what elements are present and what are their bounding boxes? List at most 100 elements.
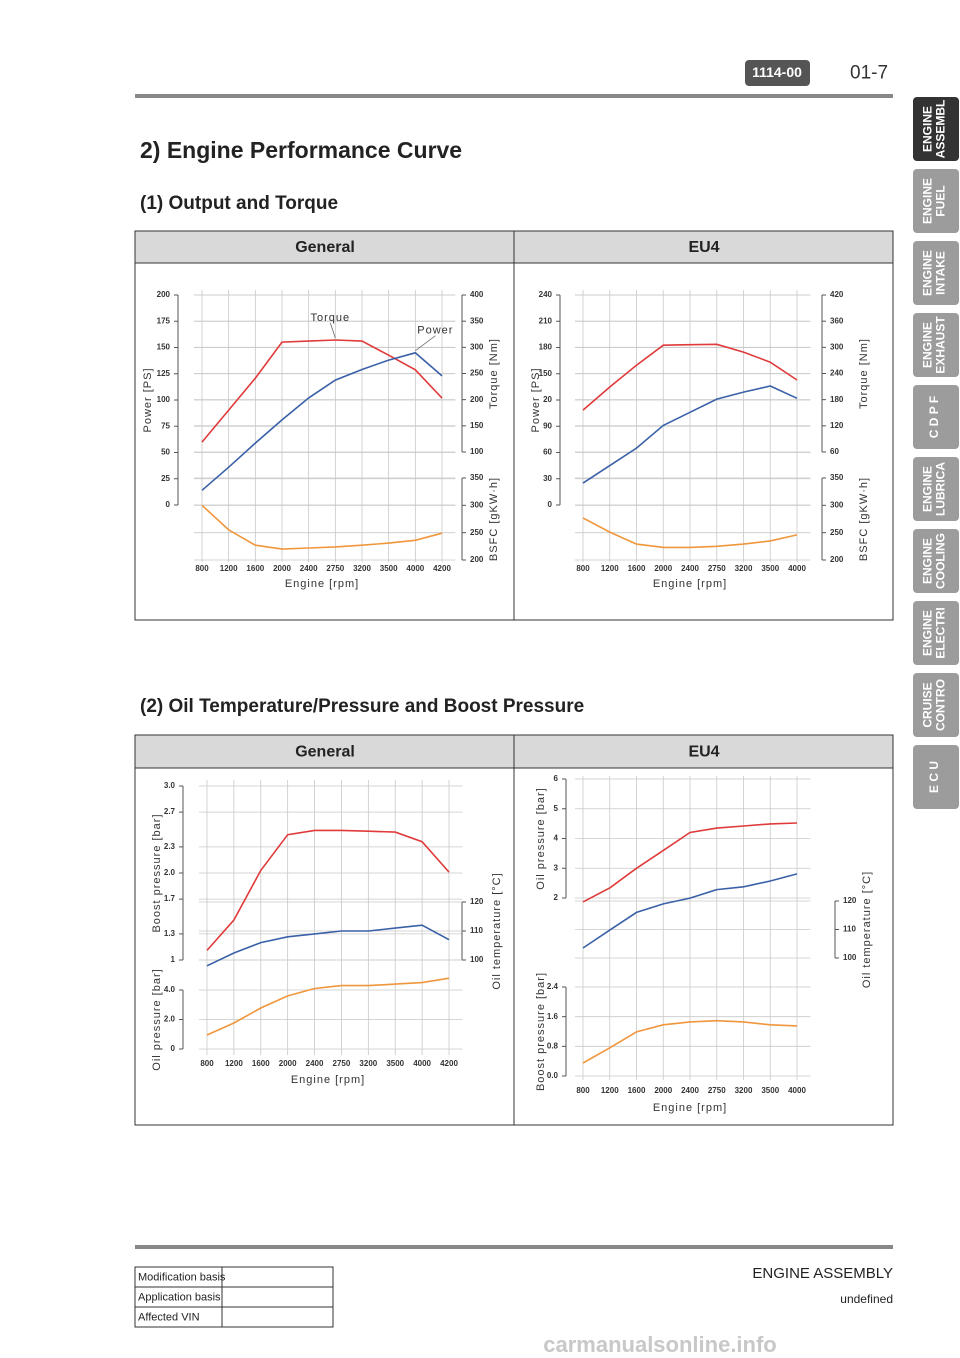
y-tick-label: 6 — [554, 774, 559, 783]
y-axis-label: Torque [Nm] — [858, 338, 870, 409]
table-cell — [221, 1266, 334, 1288]
y-tick-label: 3.0 — [164, 781, 176, 790]
y-tick-label: 120 — [830, 421, 844, 430]
y-axis-label: Oil temperature [°C] — [491, 872, 503, 989]
y-tick-label: 250 — [470, 369, 484, 378]
side-tab-label: EXHAUST — [934, 316, 948, 374]
y-tick-label: 120 — [843, 896, 857, 905]
x-tick-label: 2750 — [708, 564, 726, 573]
y-tick-label: 110 — [843, 925, 856, 934]
y-tick-label: 240 — [539, 290, 553, 299]
side-tab — [913, 241, 959, 305]
y-tick-label: 210 — [539, 316, 553, 325]
y-tick-label: 240 — [830, 369, 844, 378]
side-tab-label: ENGINE — [921, 106, 935, 152]
y-tick-label: 300 — [470, 342, 484, 351]
side-tab-label: ENGINE — [921, 178, 935, 224]
section-code: 1114-00 — [752, 64, 802, 80]
x-tick-label: 2000 — [654, 564, 672, 573]
x-tick-label: 3500 — [761, 564, 779, 573]
column-header: General — [295, 239, 355, 256]
side-tab-label: ASSEMBL — [934, 100, 948, 159]
y-axis-label: Boost pressure [bar] — [151, 813, 163, 932]
x-tick-label: 1600 — [628, 564, 646, 573]
y-axis-label: Boost pressure [bar] — [535, 972, 547, 1091]
side-tab-label: ENGINE — [921, 322, 935, 368]
x-tick-label: 4000 — [788, 564, 806, 573]
y-tick-label: 360 — [830, 316, 844, 325]
x-tick-label: 1200 — [225, 1059, 243, 1068]
footer-note: undefined — [840, 1292, 893, 1306]
y-axis-label: Power [PS] — [530, 367, 542, 432]
side-tab-label: ELECTRI — [934, 607, 948, 658]
y-tick-label: 100 — [470, 447, 484, 456]
y-tick-label: 0 — [166, 500, 171, 509]
x-tick-label: 1600 — [246, 564, 264, 573]
x-tick-label: 4200 — [433, 564, 451, 573]
y-tick-label: 120 — [470, 897, 484, 906]
x-tick-label: 800 — [576, 1086, 590, 1095]
y-tick-label: 175 — [157, 316, 171, 325]
chart: 800 1200 1600 2000 2400 2750 3200 3500 4000Engin… — [535, 774, 873, 1114]
y-axis-label: BSFC [gKW·h] — [488, 477, 500, 561]
page-title: 2) Engine Performance Curve — [140, 137, 462, 163]
x-tick-label: 3200 — [353, 564, 371, 573]
series-annotation: Power — [417, 325, 453, 337]
x-tick-label: 4000 — [788, 1086, 806, 1095]
data-line — [582, 385, 798, 484]
y-tick-label: 200 — [157, 290, 171, 299]
x-tick-label: 2000 — [279, 1059, 297, 1068]
y-tick-label: 20 — [543, 395, 552, 404]
data-line — [206, 924, 450, 967]
side-tab — [913, 385, 959, 449]
side-tab-label: E C U — [927, 761, 941, 793]
x-tick-label: 3500 — [761, 1086, 779, 1095]
side-tab-label: ENGINE — [921, 538, 935, 584]
side-tab-label: ENGINE — [921, 250, 935, 296]
row-label: Application basis — [138, 1291, 221, 1303]
y-tick-label: 75 — [161, 421, 170, 430]
y-tick-label: 0.8 — [547, 1041, 559, 1050]
y-tick-label: 110 — [470, 926, 483, 935]
y-tick-label: 4 — [554, 834, 559, 843]
y-tick-label: 420 — [830, 290, 844, 299]
y-axis-label: Oil pressure [bar] — [151, 968, 163, 1070]
x-tick-label: 2400 — [306, 1059, 324, 1068]
x-tick-label: 2750 — [708, 1086, 726, 1095]
y-tick-label: 200 — [470, 555, 484, 564]
y-tick-label: 150 — [470, 421, 484, 430]
x-tick-label: 4000 — [406, 564, 424, 573]
data-line — [582, 517, 798, 549]
y-tick-label: 150 — [539, 369, 553, 378]
y-tick-label: 0 — [548, 500, 553, 509]
y-tick-label: 50 — [161, 448, 170, 457]
row-label: Affected VIN — [138, 1311, 200, 1323]
side-tab — [913, 601, 959, 665]
y-tick-label: 60 — [543, 448, 552, 457]
x-axis-label: Engine [rpm] — [653, 578, 727, 590]
annotation-leader — [330, 322, 336, 339]
y-tick-label: 180 — [539, 343, 553, 352]
x-tick-label: 1200 — [601, 564, 619, 573]
chart: 800 1200 1600 2000 2400 2750 3200 3500 4000Engin… — [530, 290, 870, 590]
side-tab-label: COOLING — [934, 533, 948, 589]
y-tick-label: 1.3 — [164, 929, 176, 938]
x-tick-label: 800 — [576, 564, 590, 573]
y-tick-label: 300 — [470, 500, 484, 509]
data-line — [582, 822, 798, 903]
section-heading: (1) Output and Torque — [140, 193, 338, 214]
x-tick-label: 3500 — [380, 564, 398, 573]
x-tick-label: 3200 — [735, 564, 753, 573]
y-axis-label: Torque [Nm] — [488, 338, 500, 409]
x-tick-label: 2400 — [681, 1086, 699, 1095]
annotation-leader — [415, 335, 436, 352]
x-tick-label: 1200 — [220, 564, 238, 573]
y-tick-label: 300 — [830, 342, 844, 351]
data-line — [582, 343, 798, 411]
table-cell — [221, 1306, 334, 1328]
x-tick-label: 2000 — [273, 564, 291, 573]
x-axis-label: Engine [rpm] — [285, 578, 359, 590]
y-tick-label: 3 — [554, 863, 559, 872]
table-cell — [221, 1286, 334, 1308]
